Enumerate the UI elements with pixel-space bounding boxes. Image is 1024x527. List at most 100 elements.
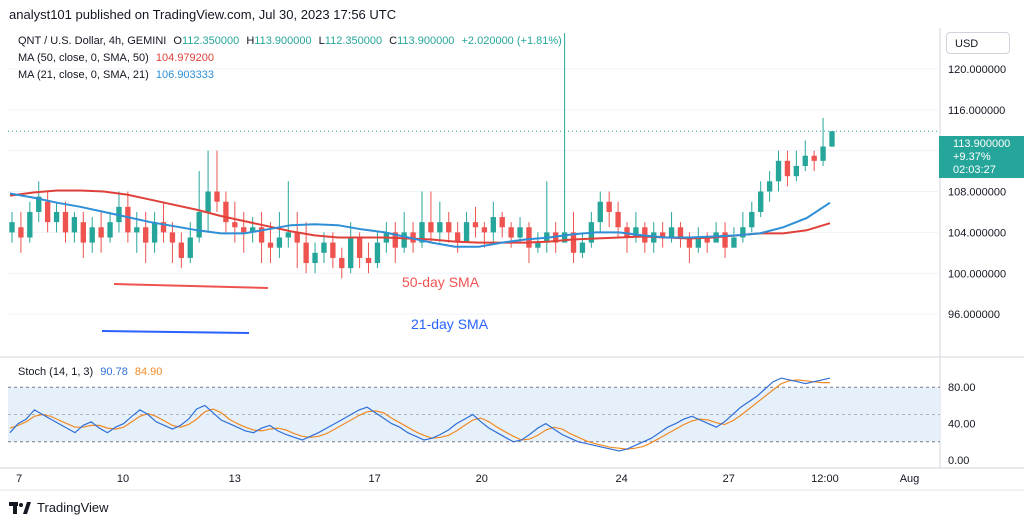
candle-body (749, 211, 755, 228)
tradingview-logo-icon[interactable] (9, 501, 31, 515)
candle-body (53, 211, 60, 223)
candle-body (695, 237, 701, 248)
ma21-line (9, 192, 831, 248)
candle (178, 232, 185, 269)
sma21-annotation: 21-day SMA (411, 316, 489, 332)
candle (18, 211, 24, 253)
candle-body (606, 201, 612, 212)
ma50-value: 104.979200 (155, 52, 215, 64)
candle (561, 33, 568, 243)
symbol-row: QNT / U.S. Dollar, 4h, GEMINI O112.35000… (18, 33, 562, 50)
candle-body (267, 242, 274, 248)
candle (784, 150, 791, 187)
high-value: 113.900000 (254, 35, 312, 47)
candle (766, 171, 773, 202)
symbol-title[interactable]: QNT / U.S. Dollar, 4h, GEMINI (18, 35, 167, 47)
candle (223, 191, 229, 233)
time-axis-label: 12:00 (811, 473, 839, 485)
candle-body (740, 227, 746, 238)
candle (517, 217, 523, 243)
published-header: analyst101 published on TradingView.com,… (9, 7, 397, 22)
candle-body (526, 227, 532, 248)
candle-body (463, 222, 470, 243)
candle-body (303, 242, 309, 264)
candle-body (570, 232, 577, 253)
stoch-label[interactable]: Stoch (14, 1, 3) (18, 366, 94, 378)
price-axis-label: 100.000000 (948, 268, 1006, 280)
price-axis-label: 96.000000 (948, 309, 1000, 321)
time-axis-label: 10 (117, 473, 129, 485)
candle (722, 222, 728, 258)
stoch-axis-label: 40.00 (948, 419, 976, 431)
candle (160, 201, 167, 243)
candle (508, 222, 514, 248)
candle (401, 211, 407, 253)
candle-body (401, 232, 407, 248)
candle-body (196, 211, 202, 238)
candle-body (143, 227, 149, 243)
candle-body (579, 242, 586, 253)
footer: TradingView (9, 500, 109, 515)
candle (677, 222, 684, 248)
candle (695, 227, 701, 253)
candle-body (561, 232, 568, 243)
high-label: H (246, 35, 255, 47)
footer-brand[interactable]: TradingView (37, 500, 109, 515)
candle (597, 191, 603, 233)
candle-body (27, 211, 33, 238)
candle (633, 211, 639, 243)
candle (481, 222, 488, 248)
candle (241, 211, 247, 253)
candle (330, 232, 336, 269)
time-axis-label: Aug (900, 473, 920, 485)
candle-body (249, 227, 256, 233)
stoch-d-value: 84.90 (134, 366, 163, 378)
candle-body (392, 232, 398, 248)
candle-body (214, 191, 220, 202)
candle-body (775, 160, 782, 182)
candle-body (517, 227, 523, 238)
candle (829, 131, 835, 148)
candle (276, 211, 283, 258)
candle-body (820, 146, 826, 161)
ma21-value: 106.903333 (155, 69, 215, 81)
candle (704, 232, 710, 253)
candle-body (446, 222, 452, 233)
candle-body (365, 257, 372, 264)
candle-body (205, 191, 211, 212)
ma50-row[interactable]: MA (50, close, 0, SMA, 50) 104.979200 (18, 50, 562, 67)
stoch-axis-label: 80.00 (948, 382, 976, 394)
price-axis-label: 104.000000 (948, 227, 1006, 239)
ma21-row[interactable]: MA (21, close, 0, SMA, 21) 106.903333 (18, 67, 562, 84)
stoch-legend: Stoch (14, 1, 3) 90.78 84.90 (18, 364, 162, 381)
close-label: C (389, 35, 398, 47)
candle (579, 232, 586, 258)
candle (36, 181, 42, 223)
candle-body (258, 227, 265, 243)
candle-body (339, 257, 345, 269)
candle (258, 211, 265, 264)
candle-body (374, 242, 381, 264)
currency-button[interactable]: USD (946, 32, 1010, 54)
candle-body (722, 232, 728, 248)
candle-body (597, 201, 603, 223)
sma21-drawing-line (101, 330, 250, 334)
candle-body (633, 227, 639, 238)
candle (107, 211, 113, 243)
candle-body (499, 217, 505, 228)
candle-body (36, 196, 42, 212)
candle (80, 211, 86, 258)
candle-body (428, 222, 434, 233)
candle (454, 222, 461, 253)
candle (775, 150, 782, 192)
ma50-label: MA (50, close, 0, SMA, 50) (18, 52, 149, 64)
candle (392, 222, 398, 264)
candle (758, 181, 764, 218)
candle-body (107, 222, 113, 238)
candle-body (330, 242, 336, 258)
candle (116, 191, 122, 233)
candle-body (677, 227, 684, 238)
candle-body (668, 227, 675, 238)
candle-body (454, 232, 461, 243)
